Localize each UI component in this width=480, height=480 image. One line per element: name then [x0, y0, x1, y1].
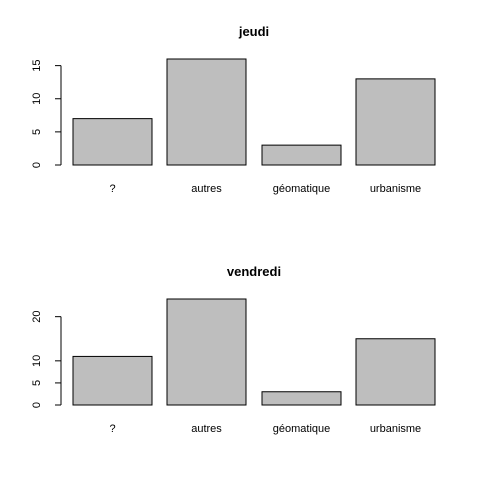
bar-? [72, 118, 153, 166]
chart-jeudi: jeudi 0 5 10 15 ? autres géomatique urbanisme [31, 24, 436, 195]
category-labels: ? autres géomatique urbanisme [109, 183, 421, 195]
bar-autres [166, 298, 247, 406]
category-label: géomatique [273, 183, 331, 195]
bar-géomatique [261, 144, 342, 166]
category-label: ? [109, 423, 115, 435]
category-label: autres [191, 183, 222, 195]
chart-title: vendredi [227, 264, 281, 279]
category-label: urbanisme [370, 183, 421, 195]
bar-géomatique [261, 391, 342, 406]
category-label: ? [109, 183, 115, 195]
category-label: urbanisme [370, 423, 421, 435]
y-tick-label: 10 [31, 93, 43, 105]
chart-title: jeudi [238, 24, 269, 39]
y-tick-label: 10 [31, 355, 43, 367]
bar-group [72, 298, 436, 406]
bar-autres [166, 58, 247, 166]
bar-urbanisme [355, 78, 436, 166]
category-label: géomatique [273, 423, 331, 435]
y-axis: 0 5 10 15 [31, 60, 62, 168]
y-tick-label: 5 [31, 380, 43, 386]
y-tick-label: 20 [31, 311, 43, 323]
y-tick-label: 0 [31, 162, 43, 168]
bar-group [72, 58, 436, 166]
category-labels: ? autres géomatique urbanisme [109, 423, 421, 435]
chart-vendredi: vendredi 0 5 10 20 ? autres géomatique urbanis… [31, 264, 436, 435]
y-tick-label: 5 [31, 129, 43, 135]
category-label: autres [191, 423, 222, 435]
y-tick-label: 15 [31, 60, 43, 72]
y-tick-label: 0 [31, 402, 43, 408]
y-axis: 0 5 10 20 [31, 311, 62, 408]
bar-urbanisme [355, 338, 436, 406]
bar-? [72, 355, 153, 406]
